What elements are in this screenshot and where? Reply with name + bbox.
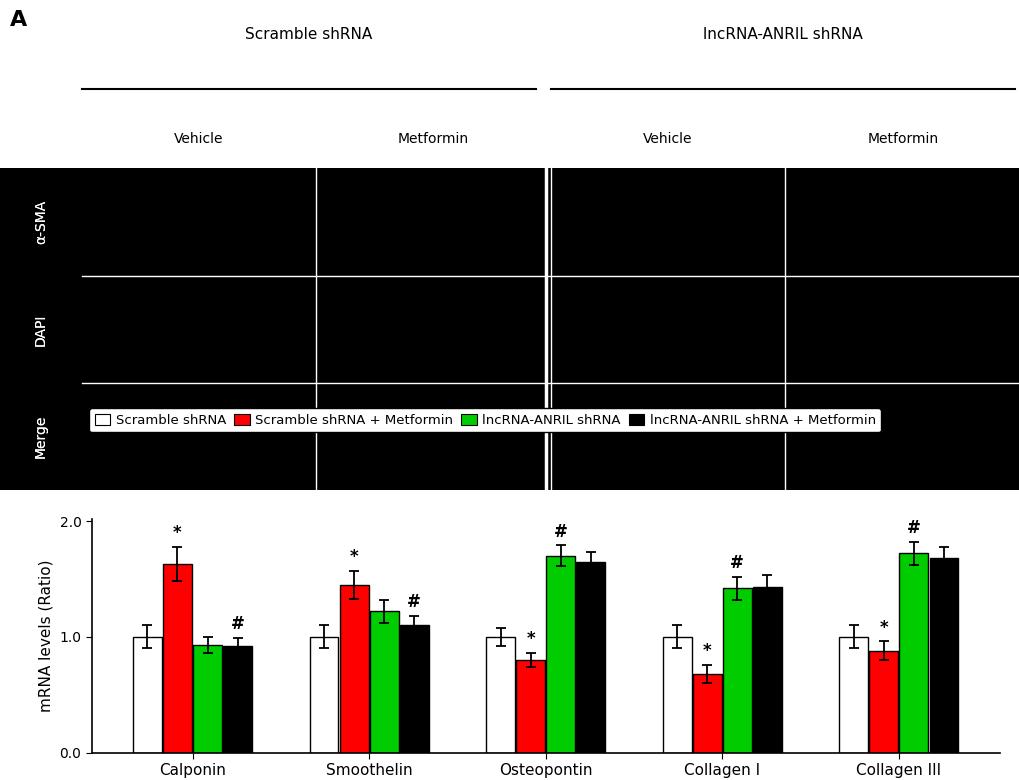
Text: Scramble shRNA: Scramble shRNA [245, 27, 372, 42]
FancyBboxPatch shape [0, 168, 82, 491]
Bar [899, 554, 927, 753]
Y-axis label: mRNA levels (Ratio): mRNA levels (Ratio) [39, 559, 54, 712]
Text: A: A [10, 10, 28, 30]
Bar [516, 660, 544, 753]
Bar [692, 674, 721, 753]
Bar [310, 636, 338, 753]
Bar [722, 588, 751, 753]
Bar [132, 636, 162, 753]
Text: #: # [553, 523, 568, 541]
Text: DAPI: DAPI [34, 314, 48, 346]
Bar [662, 636, 691, 753]
Text: *: * [526, 630, 535, 648]
Text: DAPI: DAPI [34, 314, 48, 346]
Text: *: * [702, 642, 711, 660]
Bar [839, 636, 867, 753]
Bar [223, 646, 252, 753]
Bar [339, 585, 368, 753]
FancyBboxPatch shape [82, 168, 1019, 491]
Text: *: * [878, 619, 888, 636]
Text: α-SMA: α-SMA [34, 200, 48, 244]
Text: *: * [173, 524, 181, 542]
Bar [546, 556, 575, 753]
Bar [399, 626, 428, 753]
Text: #: # [407, 594, 421, 612]
Text: Merge: Merge [34, 415, 48, 459]
Bar [752, 587, 781, 753]
Bar [193, 645, 222, 753]
Bar [928, 558, 958, 753]
Text: α-SMA: α-SMA [34, 200, 48, 244]
Text: #: # [730, 554, 744, 572]
Text: #: # [906, 519, 920, 537]
Legend: Scramble shRNA, Scramble shRNA + Metformin, lncRNA-ANRIL shRNA, lncRNA-ANRIL shR: Scramble shRNA, Scramble shRNA + Metform… [90, 408, 880, 432]
Text: Merge: Merge [34, 415, 48, 459]
Text: lncRNA-ANRIL shRNA: lncRNA-ANRIL shRNA [702, 27, 862, 42]
Text: *: * [350, 548, 358, 566]
Text: Metformin: Metformin [397, 132, 469, 146]
Bar [868, 651, 898, 753]
Bar [576, 562, 604, 753]
Text: B: B [14, 397, 32, 417]
Bar [163, 564, 192, 753]
Text: Metformin: Metformin [866, 132, 937, 146]
Bar [486, 636, 515, 753]
Bar [369, 612, 398, 753]
Text: #: # [230, 615, 245, 633]
Text: Vehicle: Vehicle [174, 132, 223, 146]
Text: Vehicle: Vehicle [643, 132, 692, 146]
